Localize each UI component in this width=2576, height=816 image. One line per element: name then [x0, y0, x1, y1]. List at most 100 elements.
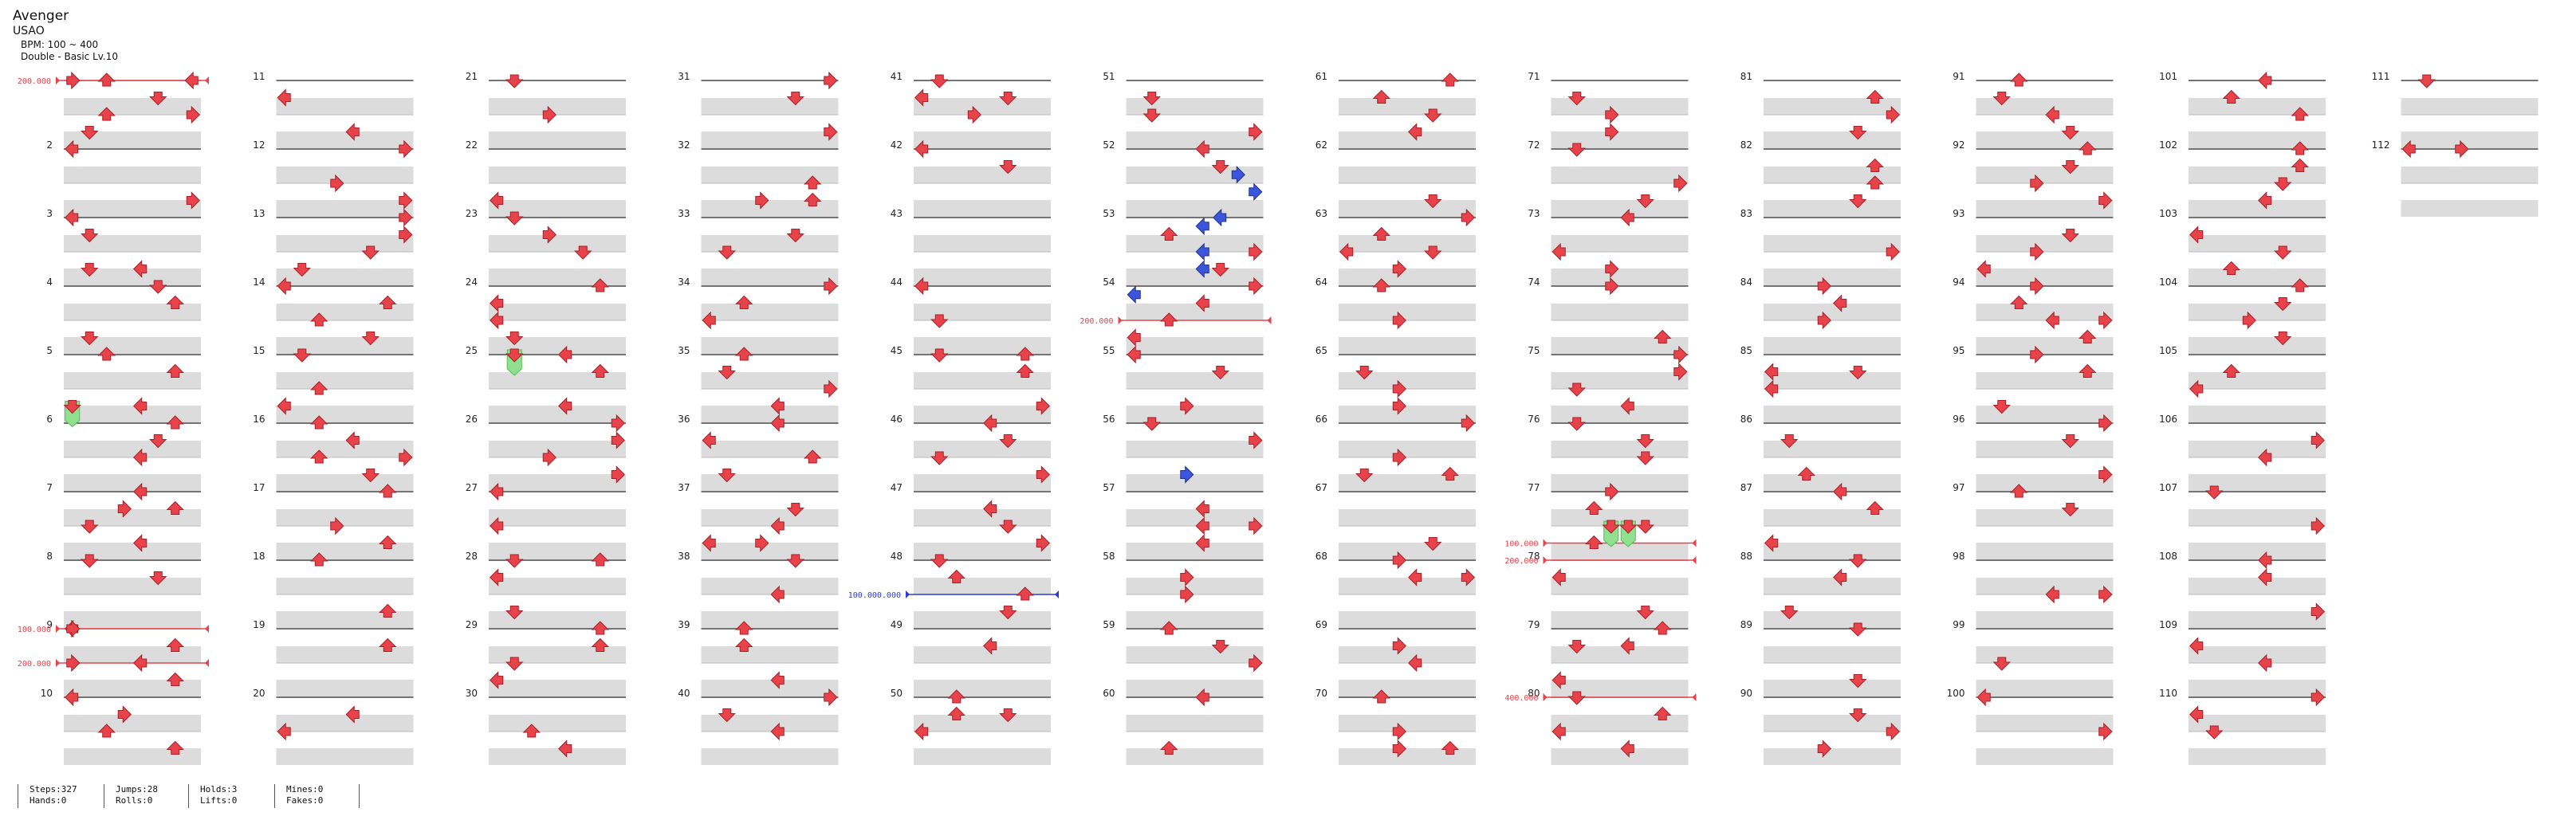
beat-band: [701, 748, 839, 765]
beat-band: [489, 509, 626, 526]
measure-number: 21: [466, 71, 478, 82]
beat-band: [64, 509, 201, 526]
measure-95: 95: [1953, 345, 2114, 422]
beat-band: [914, 235, 1051, 252]
measure-number: 31: [678, 71, 690, 82]
beat-band: [64, 715, 201, 732]
beat-band: [1339, 235, 1476, 252]
beat-band: [1764, 646, 1901, 663]
beat-band: [2189, 167, 2326, 183]
beat-band: [2189, 646, 2326, 663]
measure-25: 25: [466, 345, 626, 422]
beat-band: [276, 200, 414, 217]
bpm-value: 200.000: [1080, 317, 1113, 326]
measure-number: 81: [1740, 71, 1752, 82]
measure-71: 71: [1528, 71, 1689, 148]
measure-13: 13: [253, 208, 414, 285]
beat-band: [1764, 200, 1901, 217]
measure-53: 53: [1103, 208, 1264, 285]
beat-band: [1764, 578, 1901, 594]
measure-number: 64: [1316, 277, 1327, 288]
measure-75: 75: [1528, 345, 1689, 422]
difficulty-label: Double - Basic Lv.10: [21, 51, 119, 62]
beat-band: [2189, 748, 2326, 765]
bpm-value: 400.000: [1504, 694, 1538, 703]
beat-band: [2401, 200, 2539, 217]
right-arrow-blue-icon: [1249, 183, 1263, 201]
beat-band: [1551, 235, 1689, 252]
beat-band: [701, 680, 839, 696]
beat-band: [2401, 167, 2539, 183]
measure-32: 32: [678, 139, 839, 217]
bpm-change-marker: 200.000: [18, 659, 209, 669]
measure-64: 64: [1316, 277, 1476, 354]
measure-29: 29: [466, 619, 626, 696]
measure-number: 5: [46, 345, 53, 356]
measure-94: 94: [1953, 277, 2114, 354]
beat-band: [489, 131, 626, 148]
beat-band: [701, 200, 839, 217]
beat-band: [2189, 715, 2326, 732]
beat-band: [1126, 98, 1264, 115]
beat-band: [276, 304, 414, 320]
beat-band: [64, 269, 201, 285]
beat-band: [914, 200, 1051, 217]
beat-band: [1976, 200, 2114, 217]
measure-1: [64, 80, 201, 148]
bpm-value: 200.000: [18, 660, 51, 669]
measure-number: 90: [1740, 688, 1752, 699]
measure-number: 104: [2159, 277, 2177, 288]
beat-band: [1764, 406, 1901, 422]
measure-number: 12: [253, 139, 265, 151]
beat-band: [1551, 474, 1689, 491]
beat-band: [701, 509, 839, 526]
stats-col-1: Steps:327 Hands:0: [18, 784, 77, 808]
beat-band: [701, 98, 839, 115]
beat-band: [489, 646, 626, 663]
measure-number: 10: [41, 688, 53, 699]
measure-24: 24: [466, 277, 626, 354]
measure-number: 39: [678, 619, 690, 630]
beat-band: [1339, 715, 1476, 732]
measure-number: 103: [2159, 208, 2177, 219]
measure-61: 61: [1316, 71, 1476, 148]
beat-band: [64, 372, 201, 389]
measure-30: 30: [466, 688, 626, 765]
beat-band: [1551, 98, 1689, 115]
beat-band: [914, 646, 1051, 663]
beat-band: [1339, 611, 1476, 628]
measure-76: 76: [1528, 414, 1689, 491]
beat-band: [1764, 543, 1901, 559]
measure-7: 7: [46, 482, 201, 559]
measure-number: 33: [678, 208, 690, 219]
beat-band: [276, 235, 414, 252]
beat-band: [1764, 304, 1901, 320]
down-arrow-icon: [930, 74, 948, 88]
measure-number: 17: [253, 482, 265, 493]
beat-band: [1976, 167, 2114, 183]
beat-band: [489, 748, 626, 765]
measure-91: 91: [1953, 71, 2114, 148]
measure-number: 51: [1103, 71, 1115, 82]
measure-20: 20: [253, 688, 414, 765]
measure-101: 101: [2159, 71, 2326, 148]
measure-81: 81: [1740, 71, 1901, 148]
beat-band: [2189, 406, 2326, 422]
measure-number: 26: [466, 414, 478, 425]
measure-number: 112: [2372, 139, 2390, 151]
beat-band: [1339, 543, 1476, 559]
beat-band: [489, 543, 626, 559]
measure-21: 21: [466, 71, 626, 148]
measure-number: 82: [1740, 139, 1752, 151]
beat-band: [1339, 304, 1476, 320]
beat-band: [276, 715, 414, 732]
up-arrow-icon: [98, 73, 116, 87]
measure-number: 70: [1316, 688, 1327, 699]
measure-43: 43: [891, 208, 1051, 285]
bpm-change-marker: 100.000: [1504, 539, 1697, 549]
measure-38: 38: [678, 551, 839, 628]
bpm-value: 200.000: [1504, 557, 1538, 566]
measure-88: 88: [1740, 551, 1901, 628]
measure-number: 32: [678, 139, 690, 151]
